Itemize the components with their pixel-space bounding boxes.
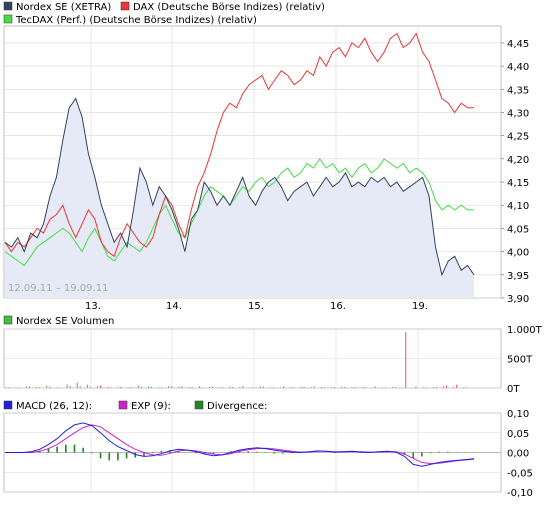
y-tick-label: -0,10 bbox=[507, 488, 533, 499]
y-tick-label: 4,05 bbox=[507, 224, 529, 235]
y-tick-label: 500T bbox=[507, 355, 533, 366]
y-tick-label: 0,10 bbox=[507, 409, 529, 420]
legend-swatch bbox=[119, 401, 127, 409]
y-tick-label: 4,25 bbox=[507, 132, 529, 143]
y-tick-label: 4,00 bbox=[507, 248, 529, 259]
legend-label: Divergence: bbox=[207, 401, 267, 412]
legend-label: EXP (9): bbox=[131, 401, 171, 412]
legend-swatch bbox=[4, 316, 12, 324]
y-tick-label: 4,30 bbox=[507, 108, 529, 119]
legend-swatch bbox=[4, 15, 12, 23]
legend-label: Nordex SE (XETRA) bbox=[16, 2, 111, 13]
y-tick-label: 0,00 bbox=[507, 449, 529, 460]
y-tick-label: 4,10 bbox=[507, 201, 529, 212]
x-tick-label: 15. bbox=[248, 301, 264, 312]
x-tick-label: 16. bbox=[330, 301, 346, 312]
y-tick-label: 3,90 bbox=[507, 294, 529, 305]
y-tick-label: -0,05 bbox=[507, 468, 533, 479]
y-tick-label: 4,40 bbox=[507, 62, 529, 73]
y-tick-label: 4,20 bbox=[507, 155, 529, 166]
y-tick-label: 3,95 bbox=[507, 271, 529, 282]
date-range-label: 12.09.11 – 19.09.11 bbox=[8, 283, 108, 294]
y-tick-label: 4,15 bbox=[507, 178, 529, 189]
legend-swatch bbox=[195, 401, 203, 409]
x-tick-label: 19. bbox=[412, 301, 428, 312]
legend-label: TecDAX (Perf.) (Deutsche Börse Indizes) … bbox=[15, 15, 257, 26]
legend-label: Nordex SE Volumen bbox=[16, 316, 114, 327]
y-tick-label: 4,35 bbox=[507, 85, 529, 96]
legend-swatch bbox=[4, 2, 12, 10]
x-tick-label: 13. bbox=[85, 301, 101, 312]
y-tick-label: 4,45 bbox=[507, 39, 529, 50]
legend-swatch bbox=[121, 2, 129, 10]
x-tick-label: 14. bbox=[166, 301, 182, 312]
legend-swatch bbox=[4, 401, 12, 409]
y-tick-label: 1.000T bbox=[507, 325, 543, 336]
y-tick-label: 0T bbox=[507, 384, 520, 395]
legend-label: DAX (Deutsche Börse Indizes) (relativ) bbox=[133, 2, 325, 13]
y-tick-label: 0,05 bbox=[507, 429, 529, 440]
legend-label: MACD (26, 12): bbox=[16, 401, 92, 412]
